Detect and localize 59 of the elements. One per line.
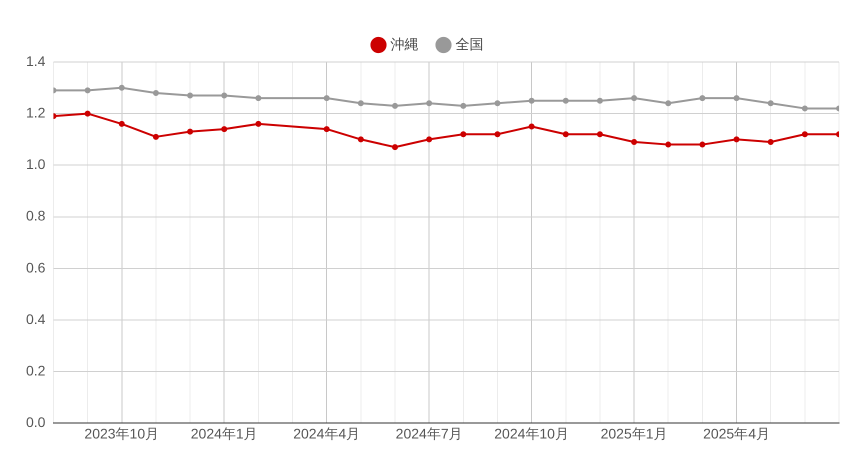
point	[460, 131, 466, 138]
x-tick-label: 2023年10月	[84, 425, 160, 442]
point	[426, 100, 432, 106]
point	[255, 95, 262, 102]
point	[734, 136, 740, 142]
y-tick-label: 1.0	[26, 156, 46, 172]
point	[358, 100, 364, 106]
point	[528, 124, 535, 130]
point	[221, 126, 228, 132]
y-tick-label: 0.0	[26, 414, 46, 430]
point	[392, 144, 398, 150]
point	[426, 136, 432, 142]
point	[596, 98, 603, 104]
x-tick-label: 2025年1月	[600, 425, 668, 442]
x-tick-label: 2024年10月	[494, 425, 569, 442]
point	[802, 131, 808, 138]
y-tick-label: 1.2	[26, 104, 46, 120]
point	[665, 100, 672, 106]
point	[562, 98, 569, 104]
point	[528, 98, 535, 104]
point	[118, 120, 125, 127]
point	[358, 136, 364, 142]
point	[802, 105, 808, 112]
point	[152, 90, 159, 96]
x-tick-label: 2025年4月	[703, 425, 770, 442]
legend-label: 全国	[456, 36, 484, 52]
point	[562, 131, 569, 138]
y-tick-label: 0.6	[26, 259, 46, 276]
y-tick-label: 0.8	[26, 208, 46, 224]
point	[460, 102, 466, 109]
point	[255, 120, 262, 127]
point	[187, 92, 194, 99]
point	[118, 84, 125, 91]
point	[84, 87, 91, 94]
y-tick-label: 0.4	[26, 310, 46, 327]
point	[631, 95, 638, 102]
point	[392, 102, 398, 109]
point	[699, 142, 706, 148]
point	[699, 95, 706, 102]
point	[324, 95, 330, 102]
point	[768, 100, 774, 106]
point	[187, 128, 194, 135]
point	[734, 95, 740, 102]
point	[221, 92, 228, 99]
point	[494, 100, 500, 106]
point	[494, 131, 500, 138]
point	[768, 138, 774, 145]
x-tick-label: 2024年1月	[190, 425, 258, 442]
x-tick-label: 2024年7月	[396, 425, 463, 442]
y-tick-label: 0.2	[26, 362, 46, 378]
y-tick-label: 1.4	[26, 52, 46, 69]
point	[596, 131, 603, 138]
point	[665, 142, 672, 148]
point	[631, 138, 638, 145]
point	[84, 110, 91, 117]
point	[324, 126, 330, 132]
legend-label: 沖縄	[390, 36, 418, 52]
x-tick-label: 2024年4月	[293, 425, 360, 442]
point	[152, 134, 159, 140]
